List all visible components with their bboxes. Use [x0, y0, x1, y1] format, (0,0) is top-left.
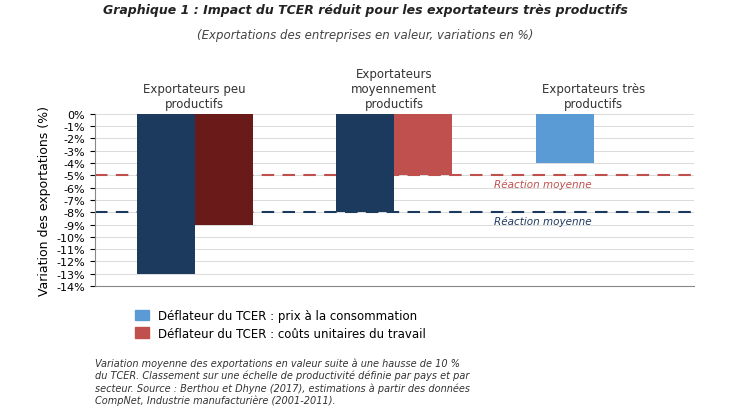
Text: Réaction moyenne: Réaction moyenne: [494, 179, 591, 189]
Bar: [137, 115, 195, 274]
Text: Exportateurs
moyennement
productifs: Exportateurs moyennement productifs: [351, 67, 437, 110]
Text: Réaction moyenne: Réaction moyenne: [494, 216, 591, 226]
Legend: Déflateur du TCER : prix à la consommation, Déflateur du TCER : coûts unitaires : Déflateur du TCER : prix à la consommati…: [130, 304, 431, 344]
Bar: [593, 108, 652, 115]
Bar: [394, 115, 453, 176]
Text: Graphique 1 : Impact du TCER réduit pour les exportateurs très productifs: Graphique 1 : Impact du TCER réduit pour…: [102, 4, 628, 17]
Y-axis label: Variation des exportations (%): Variation des exportations (%): [38, 106, 51, 295]
Text: (Exportations des entreprises en valeur, variations en %): (Exportations des entreprises en valeur,…: [197, 29, 533, 42]
Bar: [195, 115, 253, 225]
Text: Exportateurs très
productifs: Exportateurs très productifs: [542, 83, 645, 110]
Bar: [336, 115, 394, 213]
Text: Exportateurs peu
productifs: Exportateurs peu productifs: [143, 83, 246, 110]
Text: Variation moyenne des exportations en valeur suite à une hausse de 10 %
du TCER.: Variation moyenne des exportations en va…: [95, 358, 470, 405]
Bar: [536, 115, 593, 164]
